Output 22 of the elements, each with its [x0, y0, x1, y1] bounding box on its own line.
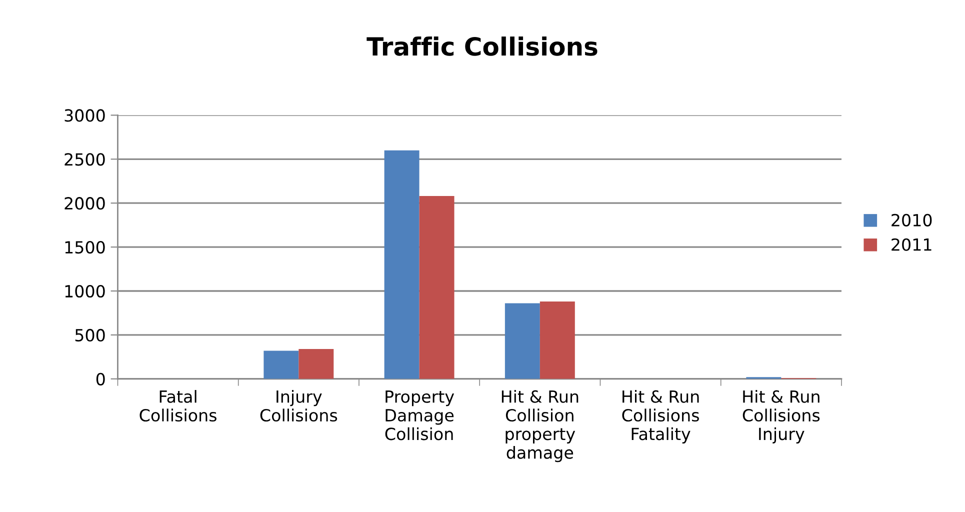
- bar: [264, 350, 299, 379]
- y-tick-label: 2000: [64, 197, 105, 210]
- x-tick-label: Hit & Run Collisions Injury: [742, 390, 820, 444]
- x-tick-label: Fatal Collisions: [140, 390, 216, 422]
- bar: [504, 303, 540, 379]
- y-tick-label: 500: [75, 328, 105, 342]
- y-tick-label: 1000: [65, 284, 105, 298]
- bar: [540, 302, 575, 379]
- y-tick-label: 1500: [65, 241, 105, 254]
- legend-label: 2010: [892, 214, 932, 226]
- chart-title: Traffic Collisions: [366, 36, 598, 56]
- y-tick-label: 0: [96, 372, 105, 386]
- x-tick-label: Hit & Run Collision property damage: [502, 390, 578, 462]
- bar: [384, 150, 420, 379]
- x-tick-label: Property Damage Collision: [385, 390, 454, 440]
- y-tick-label: 3000: [64, 109, 105, 122]
- legend-label: 2011: [892, 238, 932, 251]
- x-tick-label: Hit & Run Collisions Fatality: [622, 390, 699, 444]
- y-tick-label: 2500: [64, 153, 105, 166]
- bar: [298, 348, 334, 379]
- bar: [419, 196, 454, 379]
- x-tick-label: Injury Collisions: [260, 390, 338, 422]
